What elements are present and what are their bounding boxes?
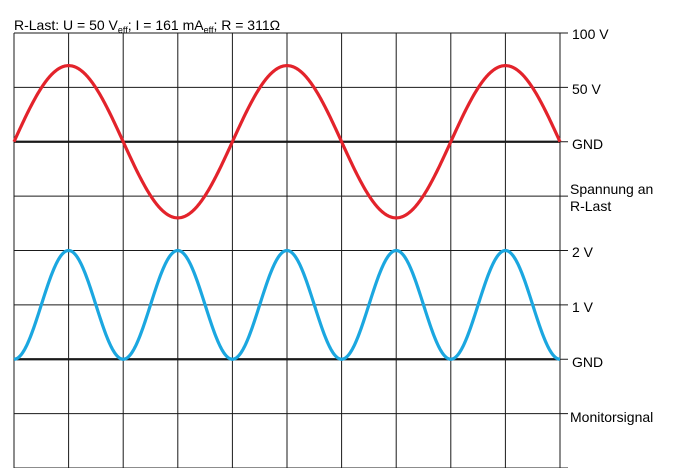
label-1v: 1 V (572, 299, 594, 315)
label-gnd-bottom: GND (572, 354, 603, 370)
label-ticks (560, 32, 568, 468)
label-monitor-caption: Monitorsignal (570, 409, 653, 425)
traces (12, 64, 562, 361)
title-sub-eff-2: eff (204, 25, 214, 35)
trace-monitor-signal (13, 248, 561, 361)
title-sub-eff-1: eff (118, 25, 128, 35)
ground-lines (14, 140, 560, 361)
label-100v: 100 V (572, 26, 609, 42)
title-suffix: ; R = 311Ω (213, 17, 280, 33)
right-axis-labels: 100 V 50 V GND Spannung an R-Last 2 V 1 … (570, 26, 653, 425)
title-mid: ; I = 161 mA (128, 17, 205, 33)
label-voltage-caption-2: R-Last (570, 198, 611, 214)
label-gnd-top: GND (572, 136, 603, 152)
title-prefix: R-Last: U = 50 V (14, 17, 119, 33)
chart-title: R-Last: U = 50 Veff; I = 161 mAeff; R = … (14, 17, 280, 35)
label-voltage-caption-1: Spannung an (570, 181, 653, 197)
label-50v: 50 V (572, 81, 601, 97)
label-2v: 2 V (572, 244, 594, 260)
trace-load-voltage (12, 64, 562, 220)
